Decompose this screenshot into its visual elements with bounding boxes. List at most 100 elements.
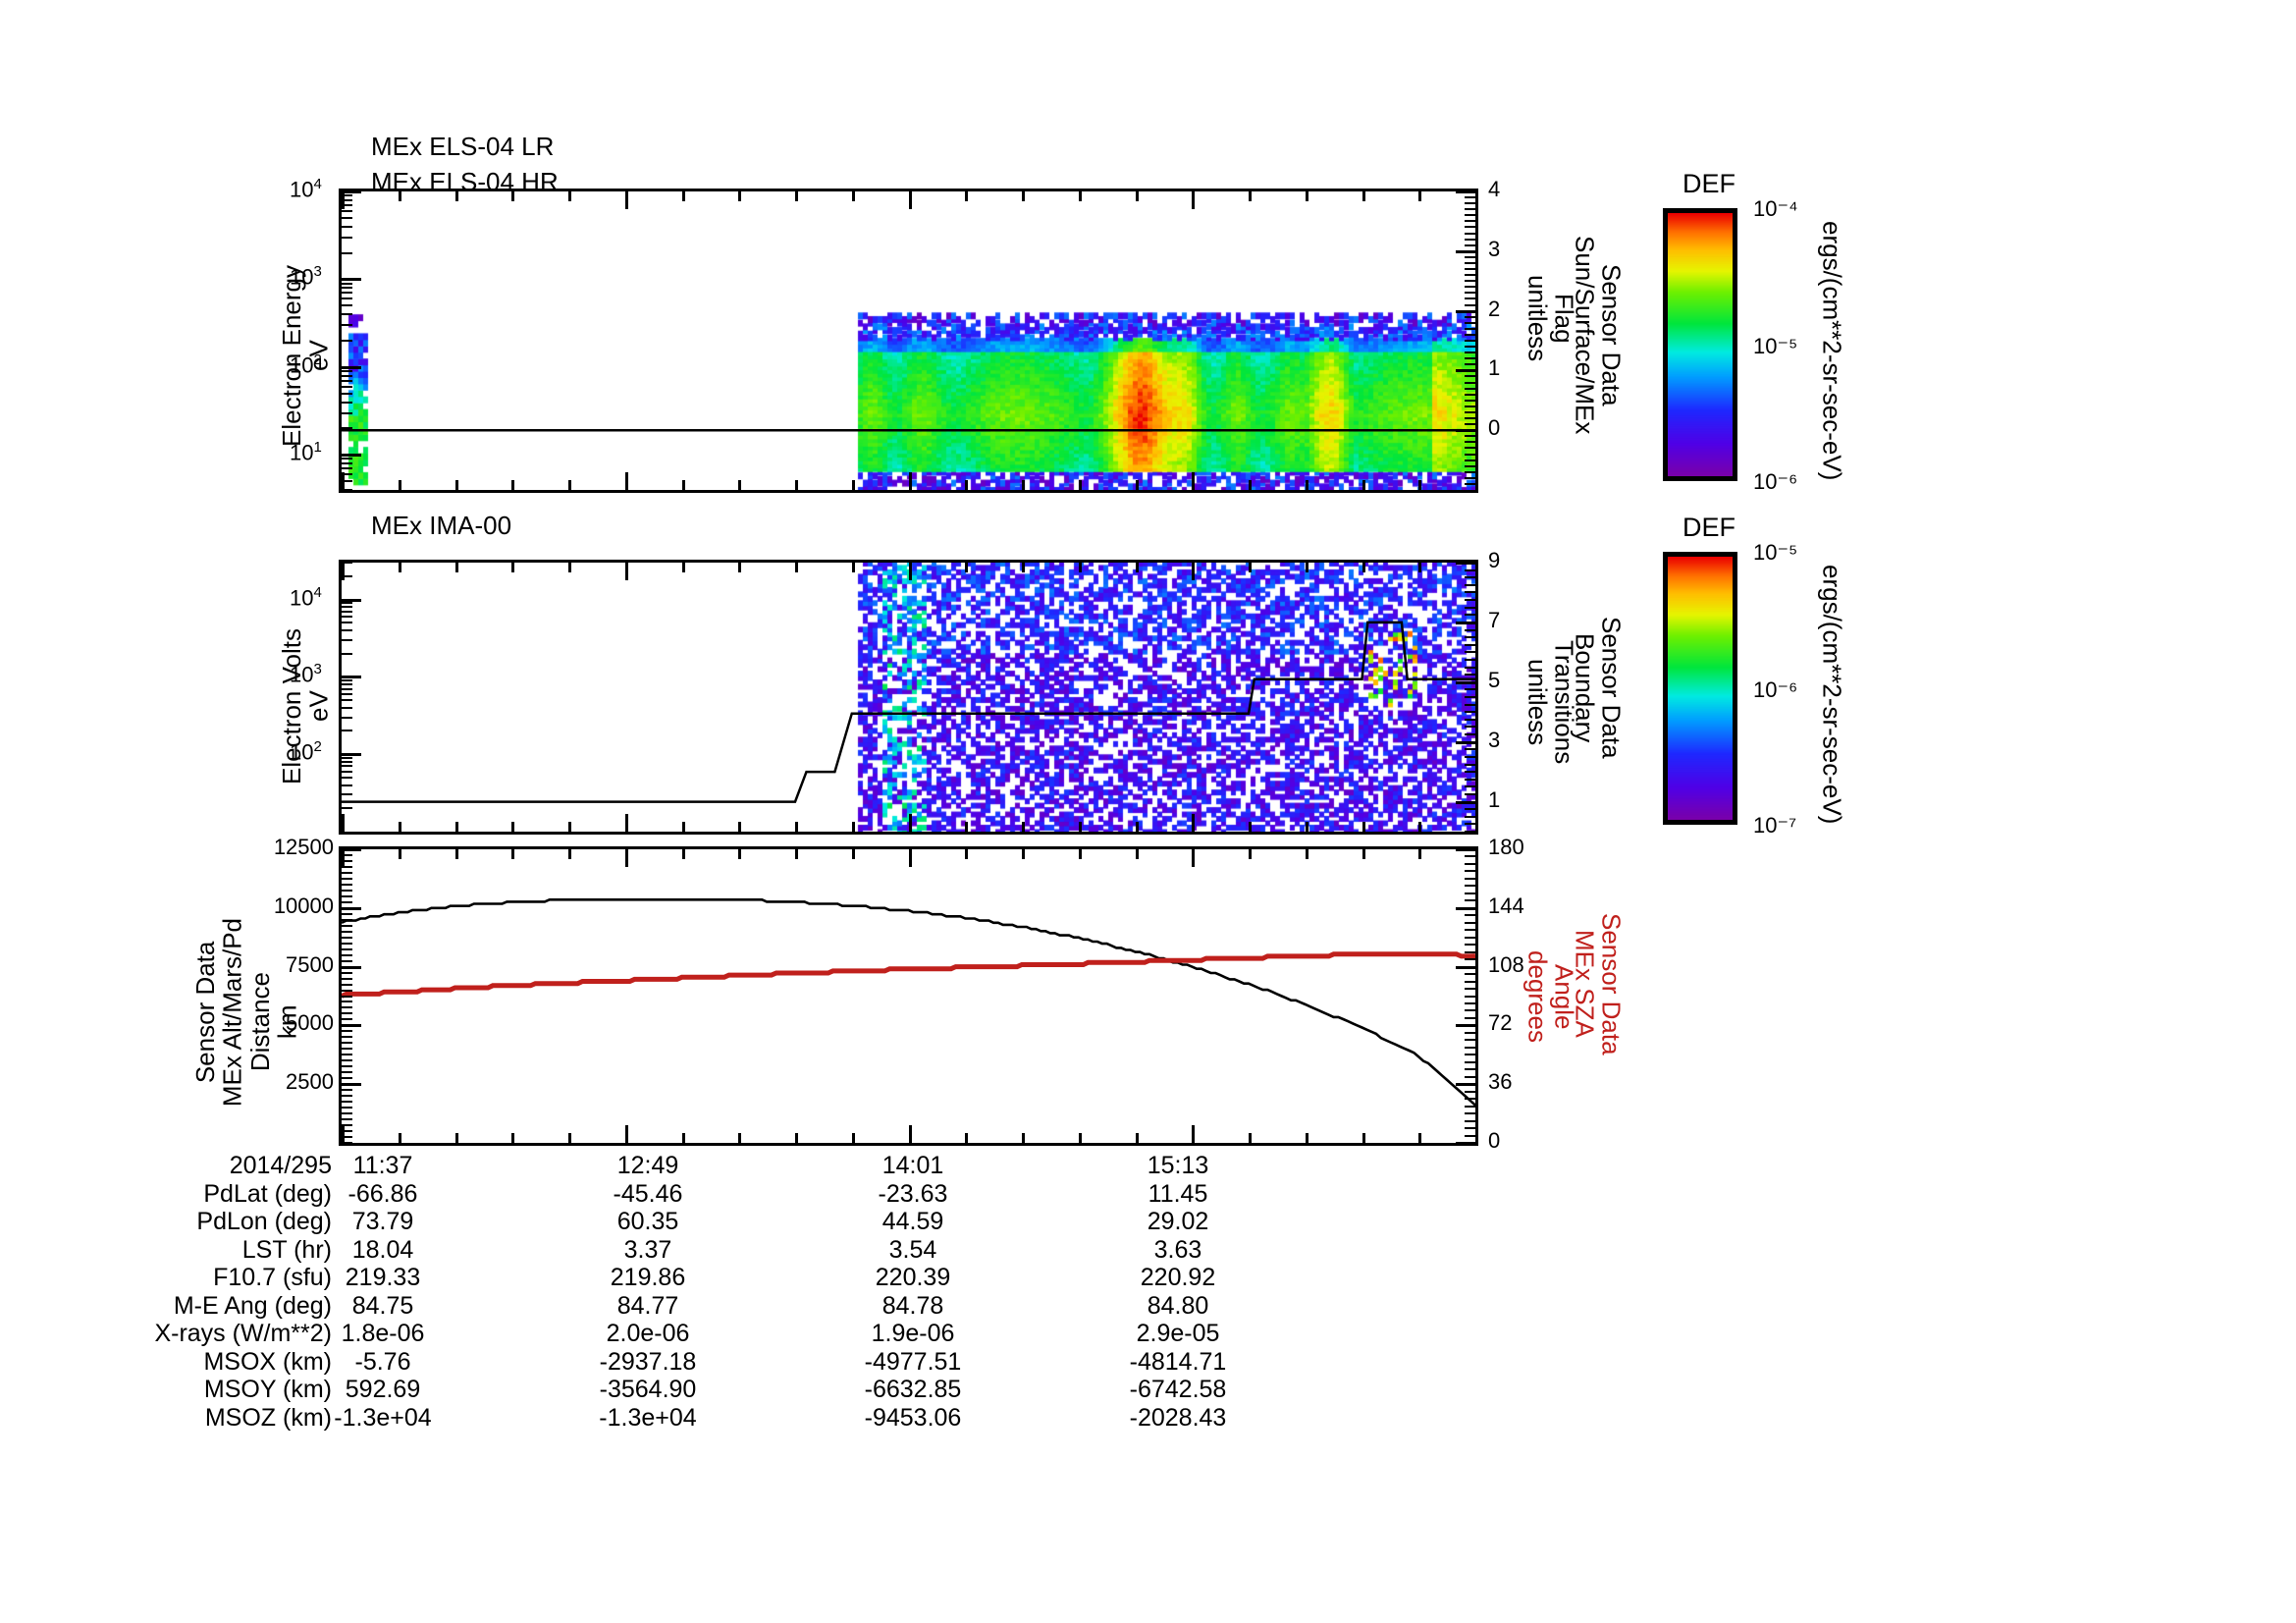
axis-tick [1475, 849, 1478, 867]
axis-tick [1465, 256, 1475, 259]
axis-tick [342, 752, 361, 756]
axis-tick [342, 629, 352, 632]
panel2-right-ytick-label: 9 [1488, 548, 1501, 572]
axis-tick [1465, 748, 1475, 751]
axis-tick [1465, 406, 1475, 408]
axis-tick [1465, 1054, 1475, 1056]
table-cell: 12:49 [616, 1152, 679, 1179]
panel1-right-axis-label-line2: Sun/Surface/MEx [1570, 236, 1600, 435]
axis-tick [342, 393, 352, 396]
axis-tick [342, 984, 352, 987]
axis-tick [342, 480, 352, 483]
axis-tick [1465, 966, 1475, 969]
panel3-ytick-label: 5000 [286, 1010, 334, 1036]
axis-tick [342, 453, 361, 457]
axis-tick [1362, 822, 1365, 832]
axis-tick [342, 913, 352, 916]
axis-tick [1465, 576, 1475, 579]
axis-tick [1465, 1098, 1475, 1101]
table-cell: 3.54 [888, 1235, 937, 1264]
panel2-right-axis-label-line2: Boundary [1570, 632, 1600, 742]
axis-tick [1079, 480, 1082, 490]
axis-tick [1465, 334, 1475, 337]
axis-tick [342, 606, 352, 609]
axis-tick [1465, 584, 1475, 587]
axis-tick [342, 340, 352, 343]
axis-tick [852, 849, 855, 859]
axis-tick [342, 814, 345, 832]
panel2-right-axis-label: Sensor Data Boundary [1570, 617, 1626, 759]
axis-tick [342, 919, 352, 922]
axis-tick [342, 189, 361, 193]
axis-tick [1418, 563, 1421, 572]
panel2-title-ima: MEx IMA-00 [371, 511, 512, 540]
axis-tick [1465, 741, 1475, 744]
axis-tick [1465, 870, 1475, 873]
axis-tick [342, 730, 352, 732]
table-cell: 18.04 [351, 1235, 414, 1264]
axis-tick [1475, 563, 1478, 580]
panel1-right-axis-label2: Flag unitless [1522, 275, 1578, 361]
table-cell: -5.76 [354, 1347, 411, 1376]
axis-tick [1465, 614, 1475, 617]
table-row-label: PdLat (deg) [203, 1179, 332, 1208]
panel2-ytick-label: 103 [290, 661, 322, 687]
panel3-right-axis-label2: Angle degrees [1522, 950, 1578, 1043]
table-cell: -6742.58 [1129, 1376, 1227, 1403]
panel2-right-axis-label-line4: unitless [1522, 659, 1553, 746]
axis-tick [342, 854, 352, 857]
axis-tick [1465, 823, 1475, 826]
axis-tick [738, 1133, 741, 1143]
table-cell: -3564.90 [599, 1376, 697, 1403]
axis-tick [342, 943, 352, 946]
axis-tick [1456, 309, 1475, 313]
axis-tick [1475, 1125, 1478, 1143]
axis-tick [1456, 368, 1475, 372]
axis-tick [1306, 191, 1308, 201]
axis-tick [1465, 417, 1475, 420]
axis-tick [342, 616, 352, 619]
panel3-ytick-label: 10000 [273, 893, 334, 918]
axis-tick [342, 277, 361, 281]
axis-tick [1306, 480, 1308, 490]
panel3-plot-area[interactable] [339, 846, 1478, 1146]
axis-tick [342, 972, 352, 975]
axis-tick [1465, 233, 1475, 236]
axis-tick [342, 402, 352, 405]
axis-tick [795, 822, 798, 832]
axis-tick [1192, 849, 1195, 867]
axis-tick [1465, 801, 1475, 804]
panel2-right-ytick-label: 5 [1488, 667, 1501, 692]
panel2-ytick-label: 102 [290, 738, 322, 765]
panel3-left-axis-label-line1: Sensor Data [190, 941, 220, 1084]
axis-tick [1465, 244, 1475, 247]
axis-tick [1465, 878, 1475, 881]
table-cell: 1.9e-06 [871, 1320, 955, 1347]
axis-tick [342, 575, 352, 578]
axis-tick [342, 365, 361, 369]
axis-tick [511, 849, 514, 859]
axis-tick [342, 901, 352, 904]
table-cell: 29.02 [1147, 1208, 1209, 1235]
table-cell: 11:37 [352, 1152, 413, 1179]
axis-tick [1456, 428, 1475, 432]
axis-tick [1022, 480, 1025, 490]
table-cell: -1.3e+04 [599, 1403, 697, 1432]
axis-tick [568, 849, 571, 859]
axis-tick [1465, 1120, 1475, 1123]
axis-tick [342, 771, 352, 774]
axis-tick [1465, 764, 1475, 767]
axis-tick [1465, 388, 1475, 391]
panel2-right-axis-label2: Transitions unitless [1522, 640, 1578, 764]
axis-tick [342, 380, 352, 383]
panel3-right-axis-label-line4: degrees [1522, 950, 1553, 1043]
axis-tick [342, 1083, 352, 1086]
axis-tick [1362, 191, 1365, 201]
table-row-label: X-rays (W/m**2) [154, 1320, 332, 1347]
axis-tick [1465, 411, 1475, 414]
axis-tick [909, 849, 912, 867]
axis-tick [1079, 849, 1082, 859]
axis-tick [1306, 849, 1308, 859]
axis-tick [399, 563, 401, 572]
axis-tick [342, 683, 352, 686]
